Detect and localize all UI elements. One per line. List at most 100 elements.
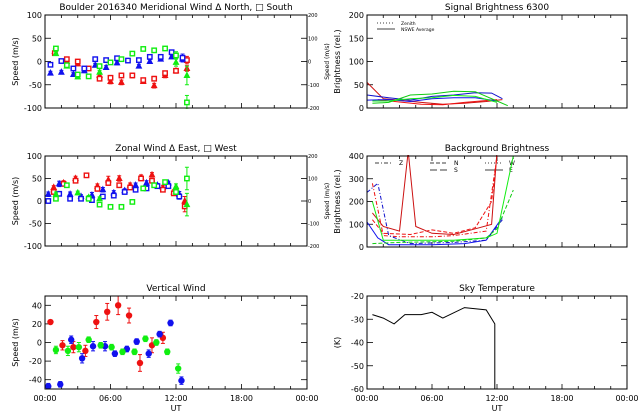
data-point-green-south [96,63,103,70]
data-point-green [108,343,115,351]
right-y-tick-label: -100 [308,83,319,89]
data-point-green-west [63,182,70,189]
series-line-green-average [372,94,498,103]
data-point-blue [133,338,140,345]
triangle-marker [99,185,107,193]
data-point-green [52,345,60,355]
chart-title: Boulder 2016340 Meridional Wind Δ North,… [59,3,292,13]
data-point-blue-west [99,193,106,200]
square-marker [85,195,92,202]
x-tick-label: 00:00 [33,394,56,403]
y-tick-label: -20 [29,357,42,366]
square-marker [45,198,52,204]
square-marker [157,53,164,60]
data-point-blue-south [146,53,153,60]
data-point-blue-north [57,68,65,75]
right-y-tick-label: -100 [308,222,319,228]
data-point-red-south [74,58,81,65]
data-point-blue-east [55,179,63,188]
data-point-green [97,342,104,349]
circle-marker [52,346,60,354]
data-point-blue [45,382,52,390]
plot-frame [44,295,308,390]
right-y-tick-label: 100 [308,177,318,183]
data-point-blue-west [176,193,183,200]
data-point-green [64,345,72,357]
square-marker [110,192,117,199]
square-marker [173,67,179,74]
circle-marker [97,342,104,349]
square-marker [94,185,101,192]
circle-marker [125,312,133,319]
data-point-blue [178,376,185,385]
circle-marker [68,336,75,343]
data-point-green-south [140,46,147,52]
data-point-green-west [162,179,168,185]
x-tick-label: 00:00 [615,394,638,403]
square-marker [74,71,81,78]
legend-label: Zenith [401,21,416,27]
panel-1: Zonal Wind Δ East, □ West -100 -50 0 50 100 -2… [11,144,331,251]
triangle-marker [52,49,60,57]
square-marker [81,65,88,72]
data-point-green-west [107,203,114,210]
y-tick-label: 50 [32,175,42,184]
square-marker [63,62,70,69]
data-point-blue-south [179,53,186,62]
data-point-green-west [118,203,125,210]
triangle-marker [168,52,176,60]
data-point-green-south [129,50,136,57]
series-line-red-3 [372,155,498,236]
triangle-marker [102,63,110,71]
data-point-blue [156,330,163,338]
series-line-red-zenith [367,82,503,105]
data-point-green-north [52,49,60,57]
y-axis-label: (K) [333,337,342,349]
data-point-red-south [96,75,103,82]
circle-marker [82,347,89,355]
circle-marker [131,348,138,355]
data-point-green-east [172,182,180,190]
square-marker [107,74,114,81]
data-point-red-east [148,170,156,178]
circle-marker [57,381,64,388]
right-y-tick-label: 200 [308,154,318,160]
square-marker [184,99,190,106]
triangle-marker [115,174,123,181]
data-point-green [131,348,138,356]
circle-marker [119,348,126,355]
data-point-blue [68,335,75,344]
right-y-tick-label: -200 [308,106,319,112]
circle-marker [174,365,182,372]
triangle-marker [113,58,121,66]
x-tick-label: 00:00 [355,394,378,403]
triangle-marker [57,68,65,75]
data-point-red-south [173,67,179,74]
y-tick-label: 50 [354,81,364,90]
panel-2: Vertical Wind -40 -20 0 20 40 Speed (m/s) 00:00… [11,284,319,413]
series-line-green-2 [372,189,514,245]
square-marker [118,72,125,79]
square-marker [125,57,131,64]
circle-marker [93,318,100,326]
square-marker [140,185,147,192]
data-point-blue-south [58,58,65,64]
data-point-green-west [151,182,158,189]
y-tick-label: -60 [351,385,364,394]
plot-area [45,166,191,217]
data-point-red-north [117,78,125,86]
y-tick-label: -50 [29,220,42,229]
x-tick-label: 06:00 [420,394,443,403]
square-marker [162,179,168,185]
square-marker [105,180,112,186]
square-marker [184,175,190,182]
plot-frame [44,155,308,247]
square-marker [96,63,103,70]
data-point-red [136,354,144,372]
data-point-blue-west [45,198,52,204]
data-point-blue [57,381,64,388]
y-tick-label: 300 [349,175,364,184]
data-point-blue-south [92,56,99,63]
square-marker [140,46,147,52]
